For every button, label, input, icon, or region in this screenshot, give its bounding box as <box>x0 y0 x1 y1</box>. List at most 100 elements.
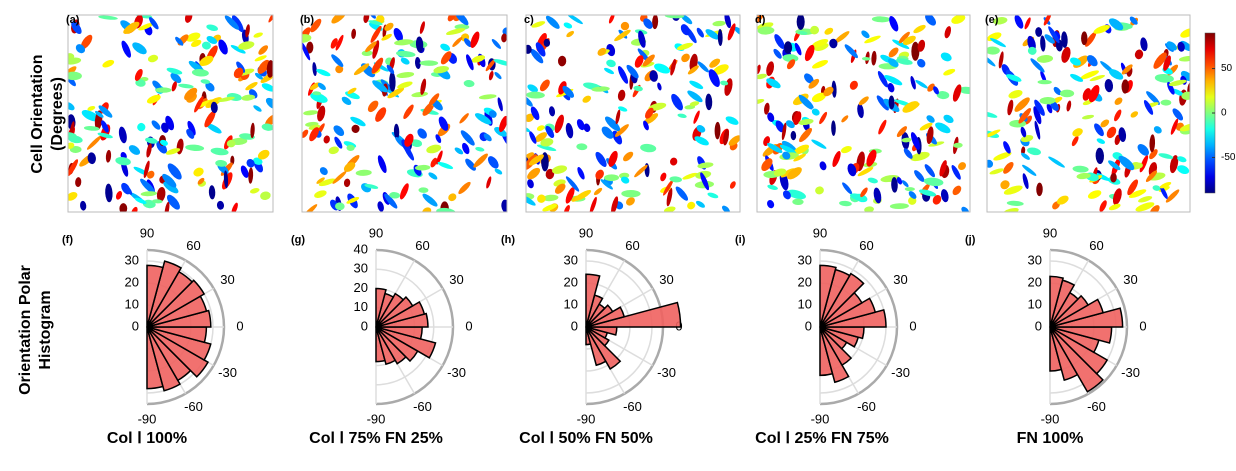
cell <box>363 15 370 24</box>
cell <box>87 105 96 111</box>
colorbar-tick-label: 50 <box>1221 63 1233 74</box>
cell <box>884 75 903 86</box>
cell <box>376 15 385 24</box>
cell <box>873 187 882 204</box>
cell <box>593 187 603 196</box>
cell <box>1171 88 1184 96</box>
cell <box>317 105 326 122</box>
angle-tick-label: 0 <box>909 318 916 333</box>
cell <box>411 91 429 98</box>
angle-tick-label: 60 <box>415 238 429 253</box>
cell <box>839 200 852 207</box>
cell <box>68 159 79 177</box>
cell <box>888 47 899 58</box>
r-tick-label: 30 <box>354 261 368 276</box>
cell <box>786 120 795 129</box>
cell <box>350 116 366 127</box>
angle-tick-label: 0 <box>1139 318 1146 333</box>
cell <box>917 39 926 52</box>
angle-tick-label: -30 <box>447 365 466 380</box>
cell <box>936 91 950 100</box>
cell <box>757 99 765 105</box>
cell <box>485 58 496 72</box>
angle-tick-label: 30 <box>1123 272 1137 287</box>
cell <box>617 65 629 84</box>
cell <box>687 90 703 103</box>
cell <box>397 81 413 89</box>
cell <box>1172 108 1184 121</box>
cell <box>721 205 730 212</box>
cell <box>146 94 161 104</box>
cell <box>201 41 211 50</box>
cell <box>953 142 963 148</box>
cell <box>208 185 216 200</box>
cell <box>135 15 153 19</box>
cell <box>696 125 706 133</box>
cell <box>422 193 438 207</box>
cell <box>1118 127 1127 143</box>
cell <box>501 199 507 212</box>
cell <box>717 28 723 47</box>
cell <box>80 200 87 211</box>
cell <box>1121 64 1133 75</box>
cell <box>1080 70 1099 80</box>
cell <box>316 177 325 184</box>
panel-label: (b) <box>300 14 314 26</box>
cell <box>810 25 820 35</box>
cell <box>1007 99 1014 116</box>
cell <box>681 53 690 63</box>
cell <box>591 86 610 92</box>
cell <box>1035 27 1043 37</box>
cell <box>94 110 104 118</box>
cell <box>1110 172 1117 183</box>
cell <box>115 190 123 200</box>
cell <box>161 122 169 133</box>
cell <box>71 21 82 35</box>
cell <box>1040 35 1046 52</box>
cell <box>218 39 228 55</box>
cell <box>1048 26 1060 44</box>
cell <box>1127 179 1139 196</box>
cell <box>343 162 356 172</box>
cell <box>565 176 580 192</box>
angle-tick-label: 60 <box>625 238 639 253</box>
cell <box>1114 97 1123 105</box>
cell <box>105 149 112 163</box>
cell <box>617 89 626 101</box>
cell <box>675 186 689 201</box>
cell <box>418 187 429 193</box>
cell <box>1006 200 1024 206</box>
cell <box>864 206 874 212</box>
cell <box>1048 156 1065 168</box>
cell <box>184 87 198 101</box>
cell <box>536 144 557 152</box>
cell <box>793 153 806 162</box>
panel-label: c) <box>524 14 534 26</box>
cell <box>557 55 567 67</box>
cell <box>258 45 269 55</box>
cell <box>105 183 113 203</box>
cell <box>491 39 502 49</box>
r-tick-label: 30 <box>798 252 812 267</box>
cell <box>81 109 100 122</box>
cell <box>417 128 427 139</box>
caption: Col Ⅰ 25% FN 75% <box>755 430 889 447</box>
cell <box>1000 180 1010 190</box>
cell <box>767 142 783 154</box>
cell <box>925 15 936 26</box>
cell <box>386 64 395 74</box>
cell <box>1134 162 1143 169</box>
cell <box>1066 100 1072 112</box>
cell <box>346 144 355 151</box>
cell <box>1037 79 1052 85</box>
cell <box>115 157 131 166</box>
angle-tick-label: -90 <box>367 411 386 426</box>
cell <box>961 206 969 212</box>
cell <box>377 155 387 173</box>
cell <box>343 178 351 188</box>
cell <box>1008 89 1023 99</box>
r-tick-label: 20 <box>1028 274 1042 289</box>
cell <box>146 143 152 158</box>
cell <box>871 50 877 66</box>
cell <box>940 189 949 203</box>
